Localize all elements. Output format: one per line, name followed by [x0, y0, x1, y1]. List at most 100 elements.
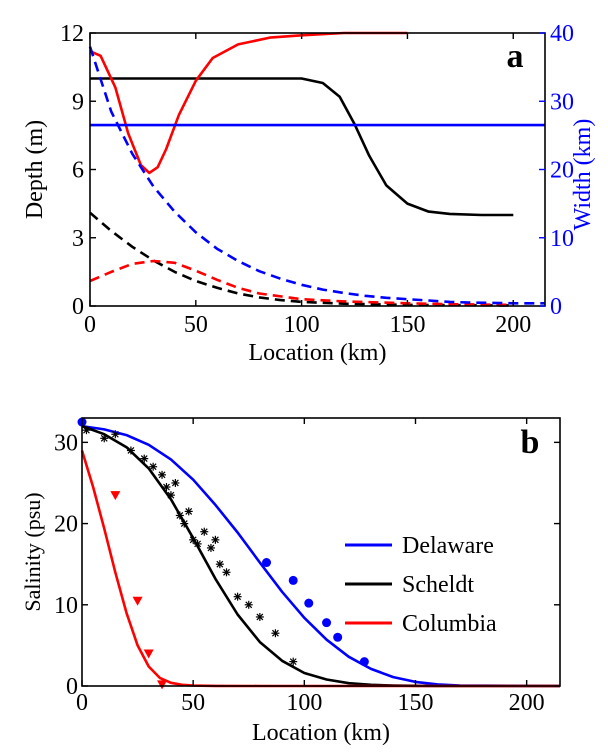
star-stroke — [211, 536, 219, 544]
legend-label-delaware: Delaware — [402, 533, 494, 559]
panel-b-observation-scheldt — [158, 470, 167, 479]
star-stroke — [194, 540, 202, 548]
panel-b-observation-delaware — [288, 575, 298, 585]
panel-b-observation-scheldt — [111, 430, 120, 439]
panel-b-observation-scheldt — [233, 592, 242, 601]
star-stroke — [245, 601, 253, 609]
panel-b-observation-scheldt — [215, 560, 224, 569]
star-stroke — [189, 536, 197, 544]
panel-a-x-tick-label: 150 — [389, 312, 425, 338]
panel-b-observation-scheldt — [175, 511, 184, 520]
panel-a-y-tick-label: 9 — [72, 89, 84, 115]
panel-b-observation-columbia — [110, 491, 121, 501]
panel-b-observation-delaware — [304, 598, 314, 608]
panel-b-curve-columbia — [80, 450, 560, 688]
panel-b-observation-scheldt — [289, 657, 298, 666]
panel-b-y-axis-label: Salinity (psu) — [20, 492, 45, 611]
panel-a-y-axis-label: Depth (m) — [22, 120, 48, 219]
panel-a-series-line-3 — [89, 31, 408, 175]
panel-b-observation-delaware — [359, 657, 369, 667]
star-stroke — [223, 568, 230, 576]
panel-b-x-tick-label: 50 — [181, 690, 205, 716]
panel-b-y-tick-label: 10 — [54, 593, 78, 619]
panel-b-observation-columbia — [157, 680, 168, 690]
panel-b-observation-scheldt — [184, 507, 193, 516]
panel-b-observation-scheldt — [271, 629, 280, 638]
panel-b-observation-delaware — [322, 618, 332, 628]
star-stroke — [207, 544, 215, 552]
panel-a-series — [88, 31, 545, 307]
panel-a-y2-tick-label: 10 — [550, 226, 574, 252]
star-stroke — [167, 491, 175, 499]
panel-b-observation-delaware — [262, 558, 272, 568]
panel-b-observation-scheldt — [244, 600, 253, 609]
star-stroke — [234, 593, 242, 601]
panel-a-series-line-0 — [90, 77, 514, 217]
panel-b-observation-scheldt — [206, 543, 215, 552]
panel-a-x-tick-label: 200 — [495, 312, 531, 338]
panel-b-x-tick-label: 0 — [76, 690, 88, 716]
star-stroke — [216, 560, 224, 568]
star-stroke — [185, 507, 193, 515]
panel-b-observation-columbia — [143, 649, 154, 659]
panel-a-y-tick-label: 0 — [72, 294, 84, 320]
star-stroke — [200, 528, 208, 536]
panel-a-y-tick-label: 12 — [60, 21, 84, 47]
panel-a-series-line-2 — [89, 259, 514, 307]
star-stroke — [158, 471, 166, 479]
panel-a-right-y-axis-label: Width (km) — [570, 119, 596, 231]
panel-b-observation-scheldt — [82, 426, 91, 435]
panel-b-plot-frame — [81, 417, 561, 687]
panel-b-observation-scheldt — [100, 434, 109, 443]
panel-b: 0 50 100 150 200 0 10 20 30 b Location (km) Sali… — [20, 417, 561, 746]
panel-a-series-line-1 — [89, 211, 514, 307]
star-stroke — [289, 658, 297, 666]
panel-b-y-tick-label: 0 — [66, 674, 78, 700]
star-stroke — [176, 512, 184, 519]
panel-a-series-line-4 — [88, 46, 545, 305]
panel-b-observation-scheldt — [180, 519, 189, 528]
panel-a-y2-tick-label: 0 — [550, 294, 562, 320]
panel-b-observation-scheldt — [200, 527, 209, 536]
star-stroke — [100, 434, 108, 442]
panel-b-observation-scheldt — [193, 539, 202, 548]
panel-a-plot-frame — [89, 32, 546, 307]
star-stroke — [163, 483, 170, 491]
panel-b-y-tick-label: 20 — [54, 512, 78, 538]
panel-b-observation-scheldt — [166, 491, 175, 500]
panel-a-y2-tick-label: 40 — [550, 21, 574, 47]
panel-b-observation-scheldt — [171, 478, 180, 487]
legend-label-scheldt: Scheldt — [402, 572, 474, 598]
panel-b-observation-scheldt — [149, 462, 158, 471]
panel-b-x-tick-label: 100 — [286, 690, 322, 716]
panel-a-x-tick-label: 0 — [84, 312, 96, 338]
panel-b-legend: Delaware Scheldt Columbia — [345, 533, 497, 637]
star-stroke — [256, 613, 264, 621]
panel-a-x-axis-label: Location (km) — [249, 340, 387, 366]
panel-a-ticks: 0 50 100 150 200 0 3 6 9 12 0 10 20 30 40 — [60, 21, 574, 338]
panel-b-label: b — [521, 424, 540, 461]
panel-a-y-tick-label: 6 — [72, 158, 84, 184]
panel-b-observation-scheldt — [162, 483, 171, 492]
star-stroke — [83, 426, 90, 434]
panel-b-x-tick-label: 150 — [397, 690, 433, 716]
panel-a-y-tick-label: 3 — [72, 226, 84, 252]
panel-b-observation-scheldt — [222, 568, 231, 577]
star-stroke — [111, 430, 119, 438]
panel-a: 0 50 100 150 200 0 3 6 9 12 0 10 20 30 40 a Location (… — [22, 21, 596, 366]
panel-b-observation-delaware — [333, 632, 343, 642]
panel-b-observation-scheldt — [140, 454, 149, 463]
panel-b-y-tick-label: 30 — [54, 430, 78, 456]
panel-a-y2-tick-label: 30 — [550, 89, 574, 115]
panel-b-ticks: 0 50 100 150 200 0 10 20 30 — [54, 418, 560, 716]
star-stroke — [140, 455, 148, 463]
panel-b-x-tick-label: 200 — [509, 690, 545, 716]
panel-a-label: a — [507, 38, 524, 75]
star-stroke — [127, 447, 135, 454]
star-stroke — [149, 463, 157, 471]
panel-b-observation-scheldt — [255, 612, 264, 621]
star-stroke — [180, 520, 188, 528]
star-stroke — [171, 479, 179, 487]
panel-b-observation-columbia — [132, 596, 143, 606]
